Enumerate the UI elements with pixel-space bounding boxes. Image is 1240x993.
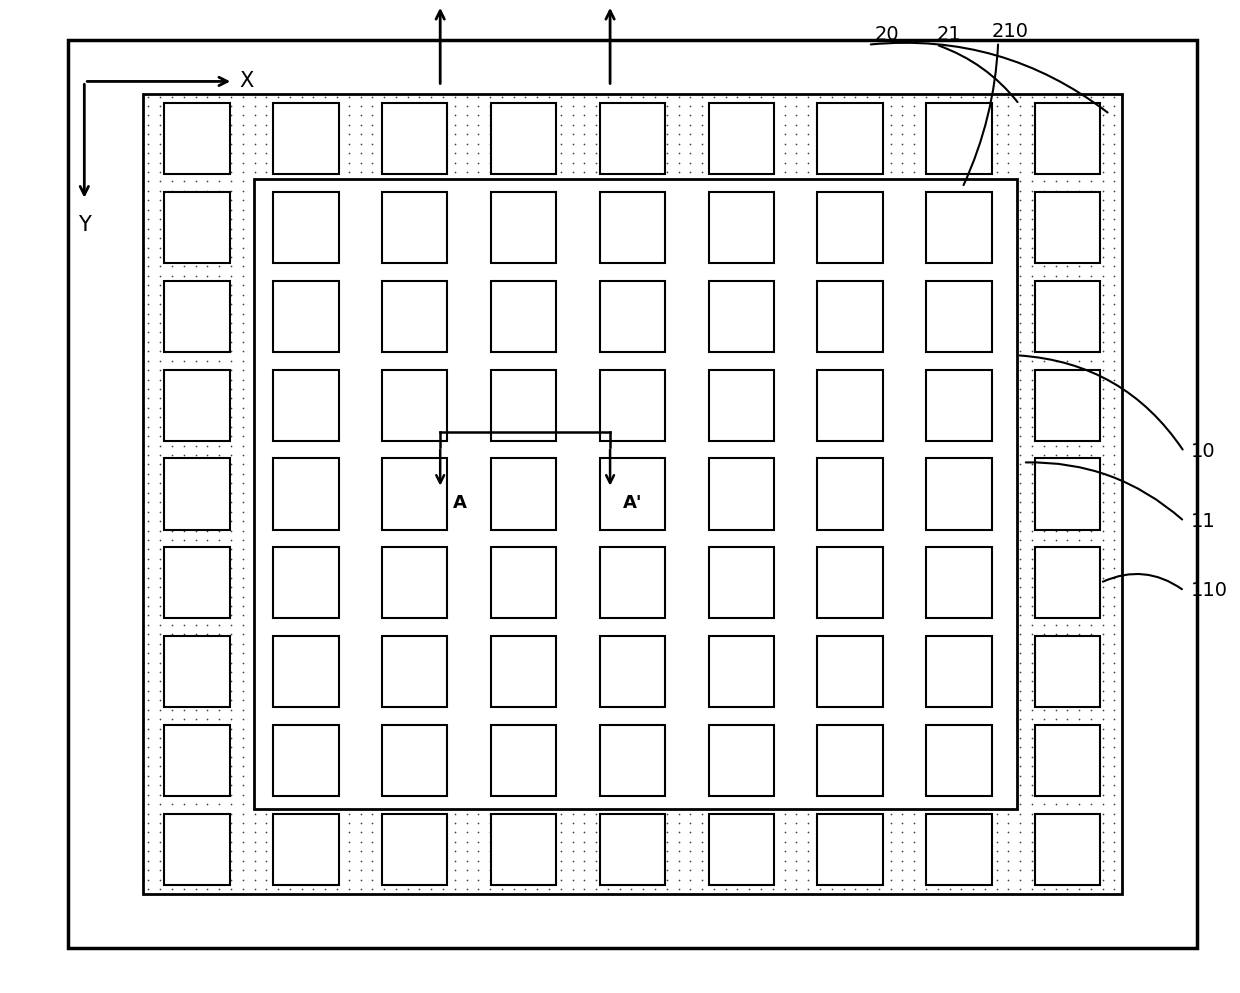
Bar <box>708 369 774 441</box>
Bar <box>143 94 1122 894</box>
Bar <box>273 369 339 441</box>
Bar <box>708 459 774 529</box>
Bar <box>1035 281 1100 352</box>
Bar <box>165 547 229 619</box>
Text: 11: 11 <box>1190 511 1215 531</box>
Bar <box>491 192 557 263</box>
Bar <box>382 637 448 707</box>
Bar <box>273 459 339 529</box>
Bar <box>273 547 339 619</box>
Bar <box>382 192 448 263</box>
Bar <box>273 725 339 796</box>
Bar <box>926 725 992 796</box>
Bar <box>817 725 883 796</box>
Bar <box>491 459 557 529</box>
Bar <box>708 637 774 707</box>
Text: 20: 20 <box>874 25 899 45</box>
Bar <box>273 103 339 175</box>
Bar <box>817 814 883 885</box>
Bar <box>600 192 665 263</box>
Bar <box>382 725 448 796</box>
Bar <box>273 192 339 263</box>
Bar <box>708 725 774 796</box>
Bar <box>708 103 774 175</box>
Text: Y: Y <box>78 215 91 235</box>
Bar <box>1035 637 1100 707</box>
Bar <box>273 281 339 352</box>
Bar <box>817 547 883 619</box>
Bar <box>1035 547 1100 619</box>
Text: 110: 110 <box>1190 581 1228 601</box>
Bar <box>926 814 992 885</box>
Bar <box>817 637 883 707</box>
Bar <box>491 369 557 441</box>
Bar <box>165 281 229 352</box>
Bar <box>708 192 774 263</box>
Bar <box>600 459 665 529</box>
Bar <box>926 637 992 707</box>
Bar <box>165 814 229 885</box>
Bar <box>382 281 448 352</box>
Bar <box>708 547 774 619</box>
Bar <box>382 814 448 885</box>
Bar <box>1035 814 1100 885</box>
Bar <box>926 192 992 263</box>
Bar <box>600 637 665 707</box>
Bar <box>165 103 229 175</box>
Bar <box>273 814 339 885</box>
Text: 210: 210 <box>992 22 1029 42</box>
Bar <box>600 725 665 796</box>
Bar <box>491 547 557 619</box>
Bar <box>382 103 448 175</box>
Bar <box>382 369 448 441</box>
Bar <box>382 547 448 619</box>
Bar <box>1035 369 1100 441</box>
Bar <box>600 814 665 885</box>
Bar <box>817 192 883 263</box>
Bar <box>600 547 665 619</box>
Bar <box>1035 459 1100 529</box>
Bar <box>273 637 339 707</box>
Bar <box>491 725 557 796</box>
Text: A': A' <box>622 494 642 511</box>
Bar <box>165 369 229 441</box>
Bar <box>817 281 883 352</box>
Bar <box>926 281 992 352</box>
Bar <box>926 547 992 619</box>
Bar <box>165 637 229 707</box>
Bar <box>491 103 557 175</box>
Bar <box>708 814 774 885</box>
Bar <box>165 192 229 263</box>
Bar <box>1035 725 1100 796</box>
Bar <box>708 281 774 352</box>
Bar <box>817 459 883 529</box>
Bar <box>491 814 557 885</box>
Bar <box>600 103 665 175</box>
Bar <box>165 725 229 796</box>
Bar <box>165 459 229 529</box>
Bar <box>926 103 992 175</box>
Text: 10: 10 <box>1190 442 1215 462</box>
Text: A: A <box>453 494 466 511</box>
Bar <box>926 369 992 441</box>
Bar <box>926 459 992 529</box>
Bar <box>254 179 1017 809</box>
Bar <box>491 637 557 707</box>
Bar <box>817 103 883 175</box>
Text: X: X <box>239 71 253 91</box>
Bar <box>491 281 557 352</box>
Bar <box>382 459 448 529</box>
Bar <box>1035 192 1100 263</box>
Bar <box>600 369 665 441</box>
Bar <box>1035 103 1100 175</box>
Bar <box>600 281 665 352</box>
Text: 21: 21 <box>936 25 961 45</box>
Bar <box>817 369 883 441</box>
